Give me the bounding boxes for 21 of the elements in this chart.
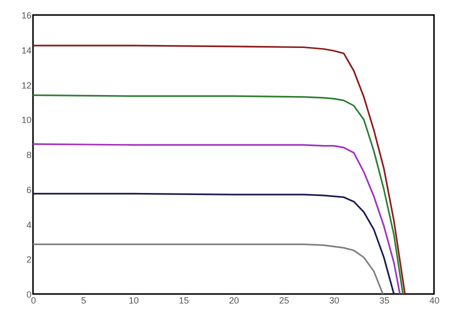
x-tick-label: 10 <box>128 296 139 306</box>
line-series <box>32 192 395 295</box>
y-tick-label: 4 <box>26 220 32 230</box>
line-series <box>32 44 406 295</box>
y-tick-label: 8 <box>26 150 32 160</box>
y-tick-label: 14 <box>21 45 32 56</box>
x-tick-label: 5 <box>81 296 86 306</box>
x-tick-label: 35 <box>379 296 390 306</box>
x-tick-label: 20 <box>228 296 240 306</box>
y-tick-label: 12 <box>21 80 32 90</box>
line-series <box>32 244 384 295</box>
line-series <box>32 143 401 295</box>
y-tick-label: 10 <box>21 115 32 126</box>
line-series <box>32 94 404 295</box>
x-tick-label: 15 <box>178 296 189 306</box>
x-tick-label: 30 <box>329 296 340 306</box>
y-tick-label: 16 <box>21 10 32 20</box>
x-tick-label: 40 <box>429 296 440 306</box>
y-tick-label: 2 <box>26 254 32 265</box>
x-tick-label: 25 <box>279 296 290 306</box>
y-tick-label: 6 <box>26 184 32 195</box>
